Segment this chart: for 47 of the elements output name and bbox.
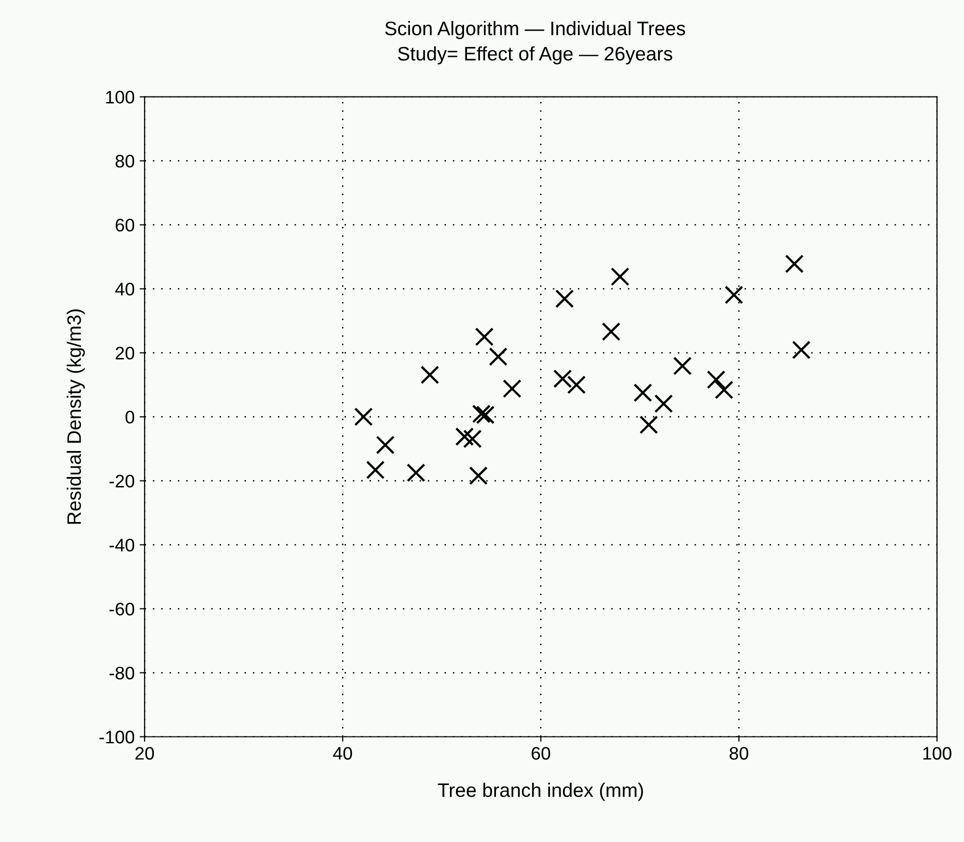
point xyxy=(488,347,508,366)
point xyxy=(555,289,574,308)
point xyxy=(472,404,491,424)
chart-subtitle: Study= Effect of Age — 26years xyxy=(398,46,672,64)
point xyxy=(420,366,440,384)
x-tick-label: 60 xyxy=(532,746,550,760)
y-tick-label: 0 xyxy=(126,410,134,424)
x-tick-label: 20 xyxy=(135,746,154,760)
chart-title: Scion Algorithm — Individual Trees xyxy=(385,21,686,40)
y-tick-label: -20 xyxy=(110,474,134,488)
point xyxy=(714,380,734,400)
point xyxy=(376,436,395,454)
x-tick-label: 80 xyxy=(730,746,748,760)
point xyxy=(455,427,474,446)
point xyxy=(785,254,804,274)
point xyxy=(366,460,385,480)
point xyxy=(634,383,652,402)
y-tick-label: -40 xyxy=(110,538,134,552)
point xyxy=(610,267,630,286)
point xyxy=(406,463,426,482)
point xyxy=(502,379,522,398)
y-tick-label: 100 xyxy=(106,90,134,104)
point xyxy=(792,340,811,360)
point xyxy=(673,356,692,376)
point xyxy=(469,466,488,485)
y-tick-label: 40 xyxy=(115,282,134,296)
point xyxy=(706,370,726,389)
y-tick-label: 80 xyxy=(116,154,134,168)
point xyxy=(654,394,673,413)
y-tick-label: 20 xyxy=(116,346,134,360)
point xyxy=(476,406,495,424)
point xyxy=(639,415,658,434)
x-axis-title: Tree branch index (mm) xyxy=(438,782,643,801)
y-tick-label: -80 xyxy=(110,666,134,680)
y-axis-title: Residual Density (kg/m3) xyxy=(66,309,85,524)
x-tick-label: 100 xyxy=(923,746,952,760)
y-tick-label: -60 xyxy=(110,602,134,616)
y-tick-label: -100 xyxy=(100,730,134,744)
point xyxy=(354,407,373,426)
point xyxy=(567,375,586,394)
y-tick-label: 60 xyxy=(116,218,134,232)
point xyxy=(463,430,482,448)
point xyxy=(553,369,572,388)
x-tick-label: 40 xyxy=(333,746,352,760)
point xyxy=(475,327,494,346)
point xyxy=(602,322,620,342)
point xyxy=(724,286,744,304)
